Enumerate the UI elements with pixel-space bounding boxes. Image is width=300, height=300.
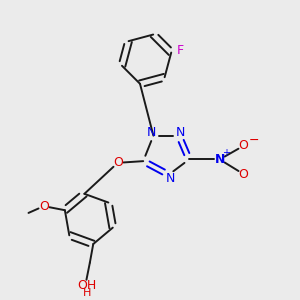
Text: F: F xyxy=(177,44,184,57)
Text: N: N xyxy=(176,126,185,139)
Text: OH: OH xyxy=(77,279,96,292)
Text: +: + xyxy=(223,148,230,158)
Text: O: O xyxy=(113,156,123,169)
Text: N: N xyxy=(147,126,156,139)
Text: H: H xyxy=(83,288,92,298)
Text: O: O xyxy=(238,168,248,181)
Text: O: O xyxy=(238,139,248,152)
Text: N: N xyxy=(166,172,175,184)
Text: N: N xyxy=(214,153,225,166)
Text: O: O xyxy=(39,200,49,213)
Text: −: − xyxy=(248,134,259,147)
